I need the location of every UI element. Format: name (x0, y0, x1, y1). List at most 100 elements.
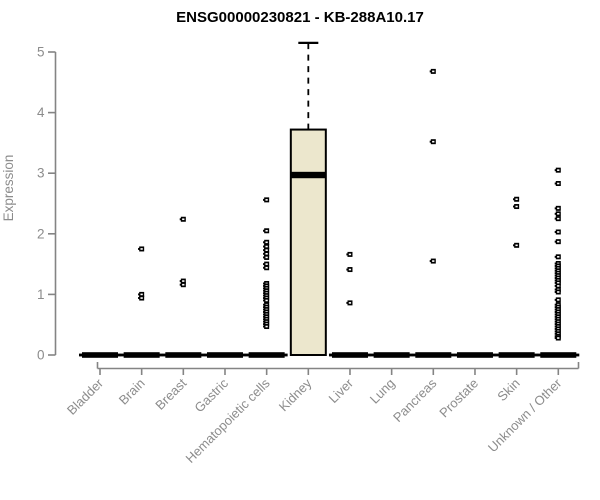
outlier-point-hole (182, 283, 185, 286)
outlier-point (263, 198, 265, 201)
outlier-point (554, 332, 557, 335)
outlier-point (179, 218, 182, 221)
outlier-point (554, 269, 557, 272)
outlier-point-hole (265, 249, 268, 251)
outlier-point (346, 253, 348, 256)
outlier-point (263, 229, 265, 232)
x-tick-label: Skin (494, 376, 522, 404)
outlier-point (179, 283, 182, 286)
y-tick-label: 5 (37, 45, 45, 60)
outlier-point-hole (515, 244, 518, 247)
outlier-point (263, 245, 265, 248)
outlier-point-hole (140, 297, 143, 299)
box-collapsed (123, 352, 160, 358)
y-tick-label: 2 (37, 226, 45, 241)
box-collapsed (540, 352, 577, 358)
x-tick-label: Breast (152, 375, 189, 412)
outlier-point-hole (557, 256, 560, 258)
outlier-point-hole (557, 217, 560, 220)
box-collapsed (331, 352, 368, 358)
outlier-point (554, 274, 557, 277)
outlier-point-hole (265, 299, 268, 302)
outlier-point-hole (265, 199, 268, 201)
outlier-point (554, 313, 557, 316)
outlier-point-hole (182, 218, 185, 221)
outlier-point (554, 277, 557, 280)
box-collapsed (415, 352, 452, 358)
outlier-point (263, 287, 265, 290)
outlier-point (138, 247, 140, 250)
outlier-point (263, 299, 265, 302)
outlier-point (263, 325, 265, 328)
outlier-point (554, 182, 557, 185)
outlier-point-hole (515, 198, 518, 201)
outlier-point (513, 244, 515, 247)
outlier-point (179, 280, 182, 283)
outlier-point (263, 320, 265, 323)
outlier-point (513, 205, 515, 208)
outlier-point-hole (265, 241, 268, 244)
outlier-point-hole (557, 231, 560, 233)
x-tick-label: Gastric (191, 375, 231, 415)
outlier-point-hole (265, 252, 268, 255)
outlier-point-hole (557, 285, 560, 287)
outlier-point (263, 315, 265, 318)
outlier-point (263, 292, 265, 295)
outlier-point (429, 140, 432, 143)
outlier-point (554, 288, 557, 291)
outlier-point-hole (515, 205, 518, 208)
outlier-point (554, 303, 557, 306)
outlier-point-hole (265, 263, 268, 265)
outlier-point (346, 301, 348, 304)
box-collapsed (82, 352, 118, 358)
outlier-point (554, 255, 557, 258)
outlier-point-hole (432, 260, 435, 262)
outlier-point (554, 279, 557, 282)
y-tick-label: 3 (37, 166, 45, 181)
outlier-point (513, 198, 515, 201)
outlier-point-hole (348, 253, 352, 256)
outlier-point (429, 70, 432, 73)
x-tick-label: Prostate (436, 376, 481, 421)
outlier-point (554, 284, 557, 287)
y-axis-title: Expression (1, 155, 16, 222)
outlier-point (263, 303, 265, 306)
outlier-point (346, 268, 348, 271)
outlier-point (554, 337, 557, 340)
outlier-point-hole (557, 282, 560, 284)
outlier-point-hole (140, 293, 143, 296)
outlier-point (263, 263, 265, 266)
outlier-point (263, 313, 265, 316)
x-tick-label: Kidney (276, 375, 315, 414)
outlier-point-hole (182, 280, 185, 282)
box-collapsed (165, 352, 202, 358)
outlier-point (263, 241, 265, 244)
outlier-point (263, 318, 265, 321)
outlier-point (554, 310, 557, 313)
outlier-point (554, 169, 557, 172)
outlier-point (263, 249, 265, 252)
outlier-point-hole (265, 325, 268, 328)
y-tick-label: 4 (37, 105, 45, 120)
outlier-point (429, 260, 432, 263)
y-tick-label: 0 (37, 348, 45, 363)
outlier-point (554, 308, 557, 311)
outlier-point (554, 217, 557, 220)
outlier-point (263, 308, 265, 311)
outlier-point (263, 297, 265, 300)
outlier-point-hole (265, 256, 268, 259)
outlier-point (554, 298, 557, 301)
boxplot-marks-layer (79, 41, 580, 358)
box-collapsed (373, 352, 410, 358)
outlier-point (263, 266, 265, 269)
outlier-point (554, 207, 557, 210)
outlier-point (263, 294, 265, 297)
outlier-point (554, 212, 557, 215)
outlier-point (554, 281, 557, 284)
outlier-point (263, 284, 265, 287)
x-tick-label: Unknown / Other (485, 375, 565, 455)
outlier-point-hole (348, 268, 352, 271)
box-median (290, 171, 326, 179)
outlier-point-hole (557, 291, 560, 293)
